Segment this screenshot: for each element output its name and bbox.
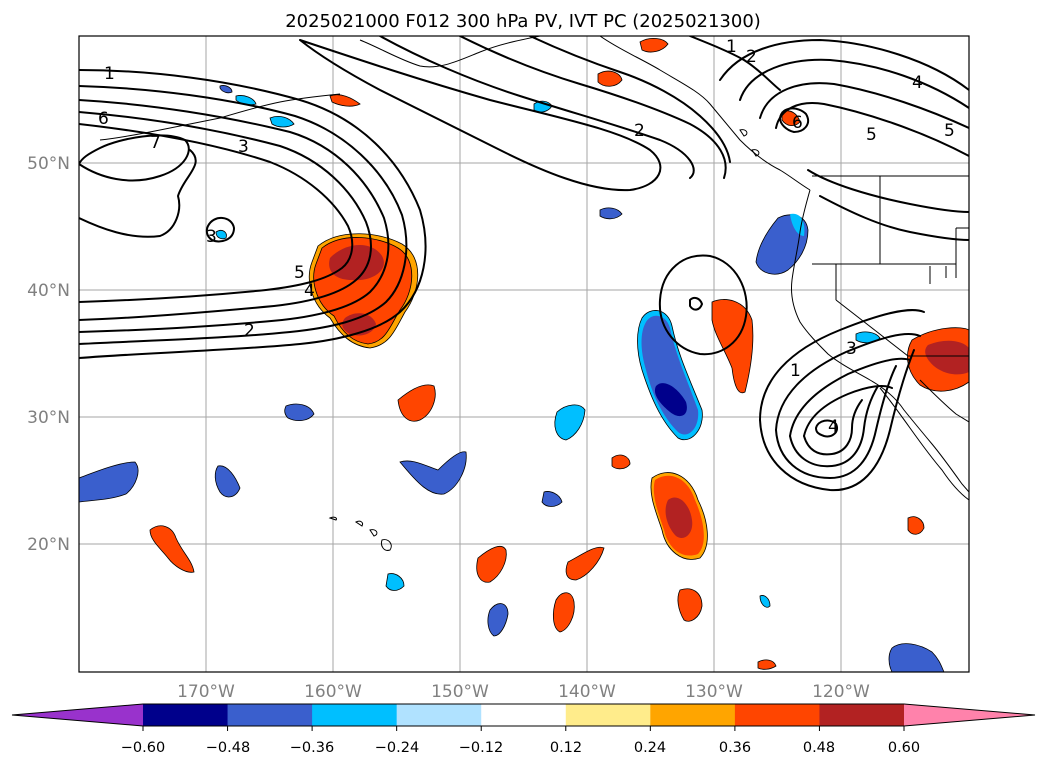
contour-labels: 1 6 7 3 5 4 2 3 2 1 2 4 5 6 5 1 3 4 [98,37,955,437]
pv-contours [79,36,969,492]
shaded-field [79,38,969,672]
lon-label: 150°W [431,682,489,702]
colorbar-extend-max [904,704,1035,726]
contour-label: 1 [790,361,801,381]
lon-label: 140°W [558,682,616,702]
contour-label: 5 [944,121,955,141]
colorbar-segment [312,704,398,726]
contour-label: 4 [304,281,315,301]
lon-label: 130°W [685,682,743,702]
lon-label: 160°W [304,682,362,702]
colorbar-segment [565,704,651,726]
contour-label: 3 [238,137,249,157]
colorbar-segment [396,704,482,726]
latitude-labels: 50°N 40°N 30°N 20°N [27,154,70,555]
contour-label: 1 [104,64,115,84]
colorbar-tick-label: 0.12 [550,740,582,756]
lon-label: 170°W [177,682,235,702]
contour-label: 2 [746,47,757,67]
colorbar-tick-label: 0.60 [888,740,920,756]
contour-label: 3 [846,339,857,359]
colorbar-segment [227,704,313,726]
map-frame [78,35,970,673]
colorbar-extend-min [12,704,143,726]
contour-label: 2 [634,121,645,141]
colorbar-segment [481,704,567,726]
lat-label: 20°N [27,535,70,555]
colorbar-tick-label: −0.48 [206,740,250,756]
contour-label: 7 [150,133,161,153]
contour-label: 6 [792,113,803,133]
colorbar-tick-label: −0.36 [290,740,334,756]
colorbar-ticks: −0.60 −0.48 −0.36 −0.24 −0.12 0.12 0.24 … [121,740,920,756]
colorbar-segment [734,704,820,726]
colorbar-tick-label: 0.48 [803,740,835,756]
contour-label: 1 [726,37,737,57]
lat-label: 30°N [27,408,70,428]
map-panel [79,36,969,672]
colorbar-segment [819,704,905,726]
contour-label: 2 [244,321,255,341]
colorbar [11,703,1036,731]
colorbar-tick-label: −0.12 [459,740,503,756]
contour-label: 4 [912,73,923,93]
lon-label: 120°W [812,682,870,702]
colorbar-tick-label: 0.24 [634,740,666,756]
lat-label: 40°N [27,281,70,301]
colorbar-segment [143,704,229,726]
contour-label: 3 [206,227,217,247]
contour-label: 6 [98,109,109,129]
colorbar-tick-label: −0.60 [121,740,165,756]
contour-label: 5 [294,263,305,283]
lat-label: 50°N [27,154,70,174]
colorbar-tick-label: 0.36 [719,740,751,756]
contour-label: 4 [828,417,839,437]
contour-label: 5 [866,125,877,145]
figure-title: 2025021000 F012 300 hPa PV, IVT PC (2025… [285,11,761,32]
colorbar-segment [650,704,736,726]
colorbar-tick-label: −0.24 [375,740,419,756]
longitude-labels: 170°W 160°W 150°W 140°W 130°W 120°W [177,682,870,702]
